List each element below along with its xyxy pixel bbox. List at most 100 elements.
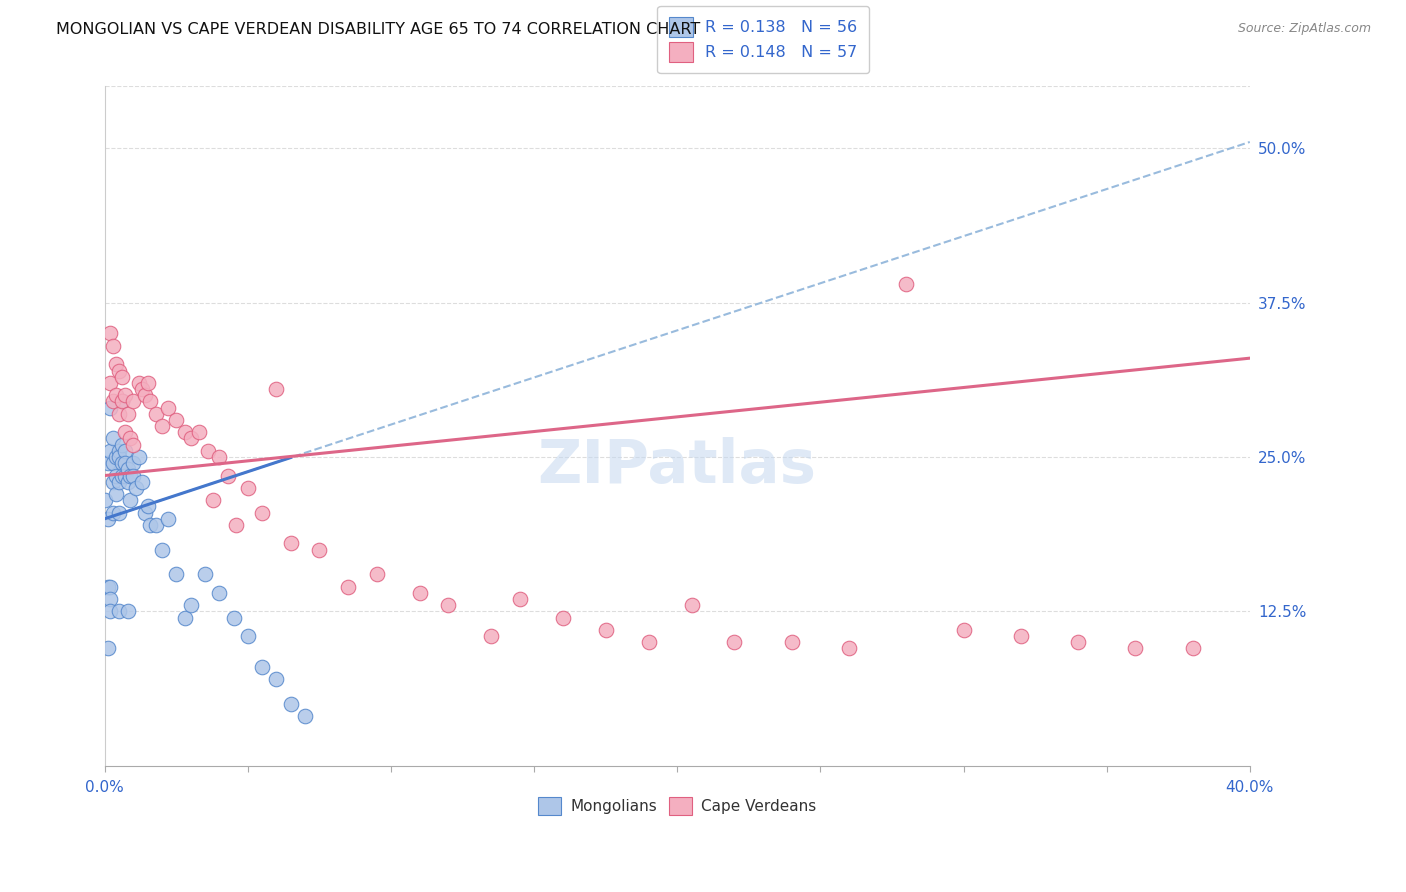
Point — [114, 388, 136, 402]
Point — [105, 450, 128, 464]
Point — [105, 468, 128, 483]
Point — [173, 610, 195, 624]
Point — [120, 493, 142, 508]
Point — [280, 697, 302, 711]
Point — [114, 425, 136, 440]
Point — [108, 363, 131, 377]
Point — [100, 376, 122, 390]
Point — [595, 623, 617, 637]
Point — [180, 432, 202, 446]
Text: Source: ZipAtlas.com: Source: ZipAtlas.com — [1237, 22, 1371, 36]
Point — [103, 475, 125, 489]
Point — [96, 512, 118, 526]
Point — [188, 425, 211, 440]
Point — [111, 369, 134, 384]
Point — [114, 443, 136, 458]
Point — [250, 660, 273, 674]
Point — [120, 432, 142, 446]
Point — [723, 635, 745, 649]
Legend: Mongolians, Cape Verdeans: Mongolians, Cape Verdeans — [530, 789, 824, 822]
Text: MONGOLIAN VS CAPE VERDEAN DISABILITY AGE 65 TO 74 CORRELATION CHART: MONGOLIAN VS CAPE VERDEAN DISABILITY AGE… — [56, 22, 700, 37]
Point — [551, 610, 574, 624]
Point — [308, 542, 330, 557]
Point — [128, 376, 150, 390]
Point — [114, 468, 136, 483]
Point — [100, 326, 122, 341]
Point — [103, 456, 125, 470]
Point — [128, 450, 150, 464]
Point — [366, 567, 388, 582]
Point — [145, 407, 167, 421]
Point — [125, 481, 148, 495]
Text: ZIPatlas: ZIPatlas — [537, 437, 817, 496]
Point — [117, 604, 139, 618]
Point — [136, 376, 159, 390]
Point — [108, 604, 131, 618]
Point — [202, 493, 225, 508]
Point — [100, 401, 122, 415]
Point — [108, 506, 131, 520]
Point — [103, 432, 125, 446]
Point — [280, 536, 302, 550]
Point — [408, 586, 430, 600]
Point — [266, 382, 288, 396]
Point — [208, 450, 231, 464]
Point — [103, 339, 125, 353]
Point — [111, 468, 134, 483]
Point — [134, 388, 156, 402]
Point — [266, 673, 288, 687]
Point — [108, 443, 131, 458]
Point — [100, 443, 122, 458]
Point — [479, 629, 502, 643]
Point — [122, 437, 145, 451]
Point — [96, 641, 118, 656]
Point — [111, 437, 134, 451]
Point — [173, 425, 195, 440]
Point — [122, 394, 145, 409]
Point — [100, 604, 122, 618]
Point — [105, 487, 128, 501]
Point — [93, 493, 115, 508]
Point — [105, 388, 128, 402]
Point — [103, 506, 125, 520]
Point — [117, 462, 139, 476]
Point — [1123, 641, 1146, 656]
Point — [111, 456, 134, 470]
Point — [136, 500, 159, 514]
Point — [681, 599, 703, 613]
Point — [131, 382, 153, 396]
Point — [103, 394, 125, 409]
Point — [1010, 629, 1032, 643]
Point — [180, 599, 202, 613]
Point — [114, 456, 136, 470]
Point — [236, 629, 259, 643]
Point — [637, 635, 659, 649]
Point — [134, 506, 156, 520]
Point — [294, 709, 316, 723]
Point — [1181, 641, 1204, 656]
Point — [217, 468, 239, 483]
Point — [96, 580, 118, 594]
Point — [150, 542, 173, 557]
Point — [509, 592, 531, 607]
Point — [165, 567, 187, 582]
Point — [108, 475, 131, 489]
Point — [194, 567, 217, 582]
Point — [197, 443, 219, 458]
Point — [208, 586, 231, 600]
Point — [108, 450, 131, 464]
Point — [1067, 635, 1090, 649]
Point — [111, 394, 134, 409]
Point — [165, 413, 187, 427]
Point — [156, 512, 179, 526]
Point — [337, 580, 360, 594]
Point — [952, 623, 974, 637]
Point — [100, 592, 122, 607]
Point — [236, 481, 259, 495]
Point — [250, 506, 273, 520]
Point — [108, 407, 131, 421]
Point — [437, 599, 460, 613]
Point — [131, 475, 153, 489]
Point — [838, 641, 860, 656]
Point — [222, 610, 245, 624]
